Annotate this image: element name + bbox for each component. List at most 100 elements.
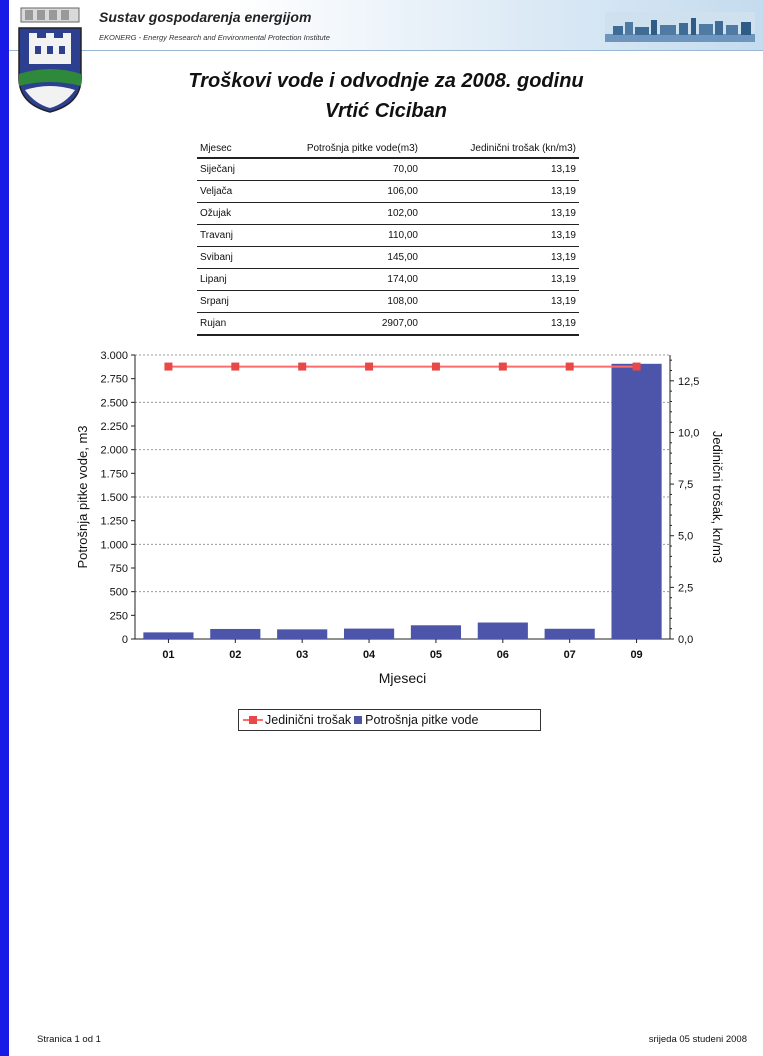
cell-unit-cost: 13,19 — [420, 224, 579, 247]
line-point — [231, 362, 240, 371]
header-unit-cost: Jedinični trošak (kn/m3) — [420, 141, 579, 159]
cell-unit-cost: 13,19 — [420, 268, 579, 291]
line-marker-icon — [243, 715, 263, 725]
cell-consumption: 2907,00 — [255, 312, 421, 336]
line-point — [632, 362, 641, 371]
x-tick-label: 01 — [162, 649, 174, 661]
line-point — [164, 362, 173, 371]
header-month: Mjesec — [197, 141, 256, 159]
x-tick-label: 06 — [497, 649, 509, 661]
bar — [343, 628, 395, 639]
consumption-table: Mjesec Potrošnja pitke vode(m3) Jediničn… — [197, 141, 579, 336]
y-tick-label: 500 — [110, 587, 128, 599]
table-row: Travanj 110,00 13,19 — [197, 224, 579, 247]
cell-consumption: 110,00 — [255, 224, 421, 247]
report-subtitle: Vrtić Ciciban — [325, 100, 447, 122]
legend-item-unit-cost: Jedinični trošak — [243, 713, 351, 727]
legend-label: Jedinični trošak — [265, 713, 352, 727]
report-header: Sustav gospodarenja energijom EKONERG - … — [9, 0, 763, 51]
cell-unit-cost: 13,19 — [420, 312, 579, 336]
y2-tick-label: 0,0 — [678, 634, 693, 646]
bar — [143, 632, 194, 639]
y-axis-title: Potrošnja pitke vode, m3 — [75, 425, 90, 568]
table-header-row: Mjesec Potrošnja pitke vode(m3) Jediničn… — [197, 141, 579, 159]
chart-legend: Jedinični trošak Potrošnja pitke vode — [238, 709, 541, 731]
y-tick-label: 2.000 — [100, 445, 128, 457]
y-tick-label: 0 — [122, 634, 128, 646]
header-consumption: Potrošnja pitke vode(m3) — [255, 141, 421, 159]
cell-month: Travanj — [197, 224, 256, 247]
y-tick-label: 3.000 — [100, 350, 128, 362]
cell-unit-cost: 13,19 — [420, 246, 579, 269]
y-tick-label: 1.750 — [100, 468, 128, 480]
city-skyline-icon — [605, 12, 755, 42]
legend-label: Potrošnja pitke vode — [365, 713, 479, 727]
table-row: Rujan 2907,00 13,19 — [197, 312, 579, 336]
y-tick-label: 1.250 — [100, 516, 128, 528]
y-tick-label: 2.250 — [100, 421, 128, 433]
bar — [277, 629, 328, 639]
bar — [544, 628, 595, 639]
table-row: Veljača 106,00 13,19 — [197, 180, 579, 203]
y2-tick-label: 12,5 — [678, 376, 699, 388]
report-date: srijeda 05 studeni 2008 — [648, 1034, 747, 1045]
line-point — [498, 362, 507, 371]
town-coat-of-arms-icon — [18, 7, 82, 113]
bar — [410, 625, 462, 639]
report-page: Sustav gospodarenja energijom EKONERG - … — [9, 0, 763, 1056]
x-tick-label: 04 — [363, 649, 376, 661]
cell-month: Ožujak — [197, 202, 256, 225]
x-tick-label: 07 — [564, 649, 576, 661]
line-point — [565, 362, 574, 371]
bar — [611, 363, 662, 639]
y-tick-label: 250 — [110, 610, 128, 622]
bar-swatch-icon — [354, 716, 363, 724]
y2-tick-label: 2,5 — [678, 582, 693, 594]
header-title: Sustav gospodarenja energijom — [99, 9, 312, 25]
table-row: Ožujak 102,00 13,19 — [197, 202, 579, 225]
y2-tick-label: 5,0 — [678, 531, 693, 543]
table-row: Lipanj 174,00 13,19 — [197, 268, 579, 291]
cell-month: Veljača — [197, 180, 256, 203]
y2-tick-label: 7,5 — [678, 479, 693, 491]
header-subtitle: EKONERG - Energy Research and Environmen… — [99, 33, 330, 42]
cell-consumption: 102,00 — [255, 202, 421, 225]
table-row: Svibanj 145,00 13,19 — [197, 246, 579, 269]
report-title: Troškovi vode i odvodnje za 2008. godinu — [188, 70, 584, 92]
line-point — [365, 362, 374, 371]
y2-tick-label: 10,0 — [678, 427, 699, 439]
y-tick-label: 750 — [110, 563, 128, 575]
cell-consumption: 145,00 — [255, 246, 421, 269]
x-tick-label: 05 — [430, 649, 442, 661]
line-point — [431, 362, 440, 371]
y2-axis-title: Jedinični trošak, kn/m3 — [710, 431, 725, 563]
legend-item-consumption: Potrošnja pitke vode — [354, 713, 478, 727]
line-point — [298, 362, 307, 371]
cell-month: Rujan — [197, 312, 256, 336]
cell-consumption: 174,00 — [255, 268, 421, 291]
cell-month: Srpanj — [197, 290, 256, 313]
page-number: Stranica 1 od 1 — [37, 1034, 101, 1045]
cell-month: Siječanj — [197, 158, 256, 181]
y-tick-label: 1.500 — [100, 492, 128, 504]
cell-month: Lipanj — [197, 268, 256, 291]
cell-unit-cost: 13,19 — [420, 158, 579, 181]
bar — [210, 628, 261, 639]
x-tick-label: 09 — [630, 649, 642, 661]
cell-unit-cost: 13,19 — [420, 202, 579, 225]
cell-unit-cost: 13,19 — [420, 290, 579, 313]
cell-consumption: 108,00 — [255, 290, 421, 313]
cell-unit-cost: 13,19 — [420, 180, 579, 203]
cell-consumption: 70,00 — [255, 158, 421, 181]
bar — [477, 622, 528, 639]
table-row: Srpanj 108,00 13,19 — [197, 290, 579, 313]
y-tick-label: 1.000 — [100, 539, 128, 551]
x-tick-label: 03 — [296, 649, 308, 661]
cell-month: Svibanj — [197, 246, 256, 269]
cell-consumption: 106,00 — [255, 180, 421, 203]
x-axis-title: Mjeseci — [379, 670, 426, 686]
y-tick-label: 2.750 — [100, 374, 128, 386]
table-row: Siječanj 70,00 13,19 — [197, 158, 579, 181]
x-tick-label: 02 — [229, 649, 241, 661]
y-tick-label: 2.500 — [100, 397, 128, 409]
